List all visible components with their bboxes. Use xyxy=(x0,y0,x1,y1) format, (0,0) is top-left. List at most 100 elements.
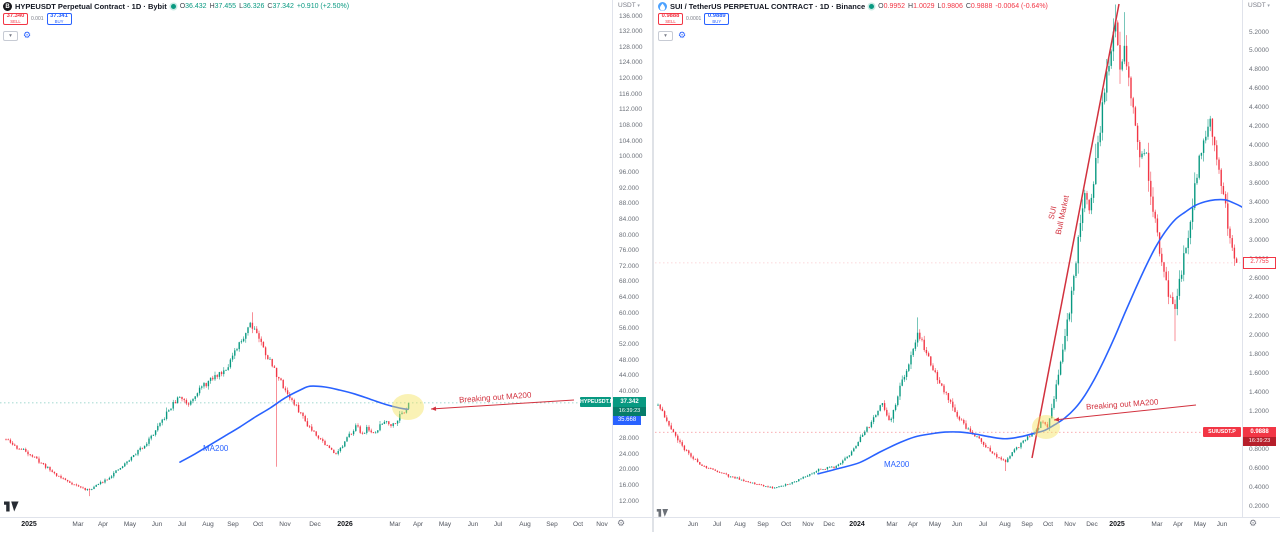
time-axis-month-label: Dec xyxy=(1086,521,1098,528)
price-tick-label: 100.000 xyxy=(619,153,643,161)
right-buy-button[interactable]: 0.9889 BUY xyxy=(704,12,730,25)
buy-price: 0.9889 xyxy=(707,12,726,19)
market-status-icon[interactable] xyxy=(170,4,176,9)
annotation-arrow-line[interactable] xyxy=(430,399,575,410)
time-axis-year-label: 2026 xyxy=(337,521,353,528)
legend-collapse-button[interactable]: ▾ xyxy=(3,31,18,41)
price-tick-label: 68.000 xyxy=(619,278,639,286)
time-axis[interactable]: ⚙ ⚙ 2025 Mar Apr May Jun Jul Aug Sep Oct Nov Dec 20… xyxy=(0,517,1280,533)
bybit-logo-icon: B xyxy=(3,2,12,11)
right-symbol-title[interactable]: SUI / TetherUS PERPETUAL CONTRACT · 1D ·… xyxy=(670,2,866,11)
price-tick-label: 128.000 xyxy=(619,43,643,51)
time-axis-month-label: Nov xyxy=(1064,521,1076,528)
current-price-label: 2.7755 xyxy=(1243,257,1276,269)
price-tick-label: 3.8000 xyxy=(1249,161,1269,169)
settings-gear-icon[interactable]: ⚙ xyxy=(23,31,32,41)
price-tick-label: 4.0000 xyxy=(1249,142,1269,150)
candlestick-series[interactable] xyxy=(657,4,1238,489)
left-price-axis[interactable]: USDT ▾ 136.000 132.000 128.000 124.000 120.0… xyxy=(612,0,653,517)
breakout-highlight-circle[interactable] xyxy=(1032,415,1060,439)
price-tick-label: 76.000 xyxy=(619,247,639,255)
price-tick-label: 0.8000 xyxy=(1249,445,1269,453)
time-axis-month-label: Aug xyxy=(519,521,531,528)
ohlc-letter: O xyxy=(878,3,884,10)
time-axis-month-label: Jun xyxy=(467,521,479,528)
price-tick-label: 2.0000 xyxy=(1249,331,1269,339)
price-tick-label: 112.000 xyxy=(619,106,643,114)
price-tick-label: 1.2000 xyxy=(1249,407,1269,415)
buy-price: 37.341 xyxy=(50,12,68,19)
left-symbol-title[interactable]: HYPEUSDT Perpetual Contract · 1D · Bybit xyxy=(15,2,167,11)
annotation-text[interactable]: MA200 xyxy=(203,444,229,453)
sell-price: 0.9888 xyxy=(661,12,680,19)
price-tick-label: 120.000 xyxy=(619,75,643,83)
time-axis-month-label: Sep xyxy=(1021,521,1033,528)
price-tick-label: 3.4000 xyxy=(1249,199,1269,207)
time-axis-month-label: Nov xyxy=(802,521,814,528)
symbol-price-tag: HYPEUSDT.P xyxy=(580,397,614,407)
panel-divider[interactable] xyxy=(652,0,654,532)
settings-gear-icon[interactable]: ⚙ xyxy=(678,31,687,41)
price-tick-label: 64.000 xyxy=(619,294,639,302)
price-tick-label: 1.8000 xyxy=(1249,350,1269,358)
time-axis-month-label: Jun xyxy=(151,521,163,528)
price-axis-unit-dropdown[interactable]: USDT ▾ xyxy=(618,2,640,9)
time-axis-month-label: Nov xyxy=(596,521,608,528)
ma200-line[interactable] xyxy=(817,198,1251,475)
annotation-arrow-line[interactable] xyxy=(1053,404,1197,421)
price-tick-label: 28.000 xyxy=(619,434,639,442)
ohlc-letter: L xyxy=(937,3,942,10)
time-axis-month-label: Oct xyxy=(1042,521,1054,528)
time-axis-month-label: May xyxy=(1193,521,1207,528)
time-axis-month-label: Sep xyxy=(757,521,769,528)
axis-settings-gear-icon[interactable]: ⚙ xyxy=(617,519,626,529)
price-axis-unit-dropdown[interactable]: USDT ▾ xyxy=(1248,2,1270,9)
price-tick-label: 24.000 xyxy=(619,450,639,458)
candlestick-series[interactable] xyxy=(5,312,410,497)
market-status-icon[interactable] xyxy=(869,4,875,9)
price-tick-label: 0.6000 xyxy=(1249,464,1269,472)
breakout-highlight-circle[interactable] xyxy=(392,394,424,420)
trend-line[interactable] xyxy=(1031,3,1120,459)
right-price-change: -0.0064 (-0.64%) xyxy=(995,3,1048,10)
price-tick-label: 4.2000 xyxy=(1249,123,1269,131)
price-tick-label: 72.000 xyxy=(619,262,639,270)
time-axis-month-label: Oct xyxy=(572,521,584,528)
left-price-change: +0.910 (+2.50%) xyxy=(296,3,350,10)
price-tick-label: 2.6000 xyxy=(1249,274,1269,282)
time-axis-month-label: Jul xyxy=(493,521,503,528)
time-axis-month-label: Mar xyxy=(886,521,898,528)
time-axis-month-label: May xyxy=(123,521,137,528)
time-axis-month-label: Aug xyxy=(999,521,1011,528)
tradingview-logo-icon xyxy=(3,499,21,518)
sui-logo-icon xyxy=(658,2,667,11)
price-tick-label: 92.000 xyxy=(619,184,639,192)
right-sell-button[interactable]: 0.9888 SELL xyxy=(658,13,683,25)
time-axis-month-label: Jul xyxy=(712,521,722,528)
ohlc-letter: O xyxy=(179,3,186,10)
price-tick-label: 44.000 xyxy=(619,372,639,380)
left-buy-button[interactable]: 37.341 BUY xyxy=(46,12,72,25)
left-spread-value: 0.001 xyxy=(31,16,44,22)
chevron-down-icon: ▾ xyxy=(1267,3,1270,9)
legend-collapse-button[interactable]: ▾ xyxy=(658,31,673,41)
ohlc-value: 0.9806 xyxy=(941,3,963,10)
time-axis-month-label: Sep xyxy=(546,521,558,528)
time-axis-month-label: Oct xyxy=(780,521,792,528)
price-tick-label: 56.000 xyxy=(619,325,639,333)
time-axis-month-label: Dec xyxy=(823,521,835,528)
ma200-value-label: 35.668 xyxy=(613,416,641,425)
price-tick-label: 20.000 xyxy=(619,466,639,474)
buy-label: BUY xyxy=(54,19,64,24)
axis-settings-gear-icon[interactable]: ⚙ xyxy=(1249,519,1258,529)
time-axis-year-label: 2025 xyxy=(1109,521,1125,528)
price-tick-label: 12.000 xyxy=(619,497,639,505)
left-sell-button[interactable]: 37.340 SELL xyxy=(3,13,28,25)
price-tick-label: 96.000 xyxy=(619,168,639,176)
chevron-down-icon: ▾ xyxy=(637,3,640,9)
price-tick-label: 1.6000 xyxy=(1249,369,1269,377)
annotation-text[interactable]: MA200 xyxy=(884,460,910,469)
price-tick-label: 1.4000 xyxy=(1249,388,1269,396)
ma200-line[interactable] xyxy=(179,385,409,463)
